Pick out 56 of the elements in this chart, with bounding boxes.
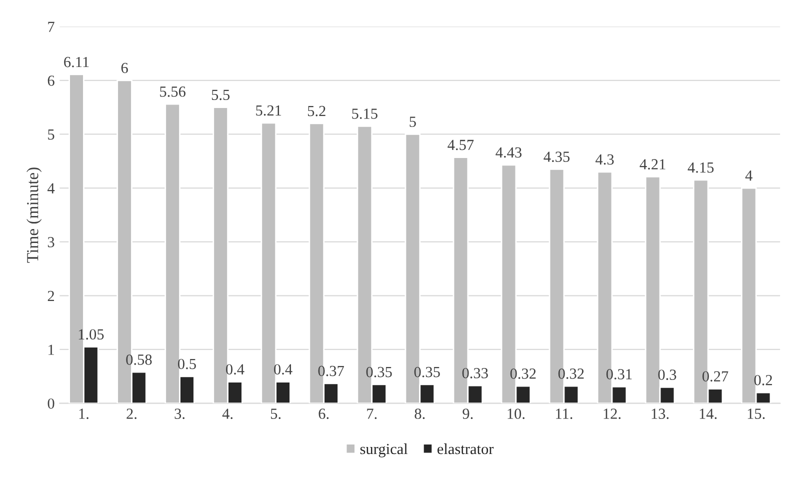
data-label: 4.15 xyxy=(688,162,714,173)
data-label: 0.33 xyxy=(462,368,488,378)
data-label: 0.58 xyxy=(126,354,152,365)
y-axis-title: Time (minute) xyxy=(26,168,42,263)
data-label: 0.37 xyxy=(318,366,344,376)
y-tick-label: 1 xyxy=(48,344,54,355)
x-tick-label: 8. xyxy=(414,408,425,419)
data-label: 0.4 xyxy=(274,364,292,375)
data-label: 0.31 xyxy=(606,369,632,380)
x-tick-label: 1. xyxy=(79,408,88,419)
x-tick-label: 3. xyxy=(174,408,184,419)
legend-label: surgical xyxy=(360,443,408,458)
data-label: 0.35 xyxy=(414,366,440,378)
y-tick-label: 0 xyxy=(48,398,54,409)
x-tick-label: 2. xyxy=(126,408,136,419)
y-tick-label: 6 xyxy=(48,76,54,86)
data-label: 5.56 xyxy=(160,86,186,97)
x-tick-label: 5. xyxy=(270,408,281,419)
data-label: 1.05 xyxy=(78,329,104,340)
data-label: 4.3 xyxy=(596,154,614,165)
data-label: 4.57 xyxy=(448,140,474,150)
data-label: 5.2 xyxy=(308,106,326,116)
y-tick-label: 5 xyxy=(48,130,54,140)
data-label: 0.4 xyxy=(226,364,244,375)
data-label: 6 xyxy=(121,62,128,74)
data-label: 0.32 xyxy=(558,368,584,379)
data-label: 4.21 xyxy=(640,159,666,170)
x-tick-label: 6. xyxy=(318,408,329,419)
x-tick-label: 13. xyxy=(652,408,669,419)
y-tick-label: 4 xyxy=(48,183,55,194)
data-label: 4 xyxy=(745,170,752,181)
data-label: 5.5 xyxy=(212,90,230,100)
data-label: 0.2 xyxy=(754,374,772,386)
y-tick-label: 7 xyxy=(48,22,54,32)
x-tick-label: 9. xyxy=(462,408,473,419)
legend-label: elastrator xyxy=(438,443,494,454)
data-label: 0.3 xyxy=(658,370,676,380)
data-label: 0.35 xyxy=(366,366,392,378)
x-tick-label: 14. xyxy=(700,408,717,419)
data-label: 5 xyxy=(410,116,416,127)
data-label: 4.43 xyxy=(496,147,522,158)
x-tick-label: 10. xyxy=(508,408,524,419)
data-label: 5.21 xyxy=(256,105,282,116)
x-tick-label: 11. xyxy=(556,408,572,419)
y-tick-label: 2 xyxy=(48,290,54,301)
x-tick-label: 4. xyxy=(222,408,233,419)
data-label: 4.35 xyxy=(544,152,570,162)
data-label: 0.32 xyxy=(510,368,536,379)
x-tick-label: 12. xyxy=(604,408,621,419)
data-label: 5.15 xyxy=(352,108,378,119)
x-tick-label: 15. xyxy=(748,408,765,419)
y-tick-label: 3 xyxy=(48,237,54,248)
data-label: 0.27 xyxy=(702,371,728,382)
x-tick-label: 7. xyxy=(367,408,377,419)
data-label: 0.5 xyxy=(178,358,196,370)
data-label: 6.11 xyxy=(64,56,89,68)
